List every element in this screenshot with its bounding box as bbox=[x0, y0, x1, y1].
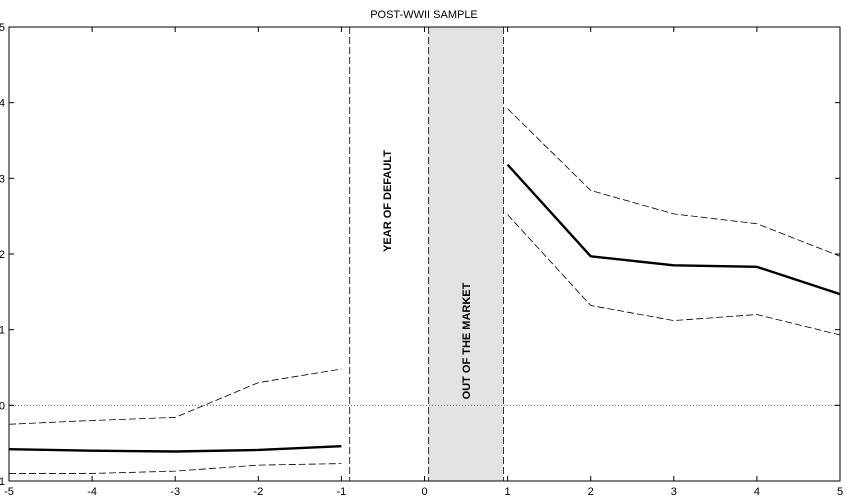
series-line-estimate bbox=[8, 444, 342, 453]
annotation-out-of-the-market: OUT OF THE MARKET bbox=[461, 282, 473, 399]
series-line-confidence-band bbox=[9, 463, 342, 474]
series-line-confidence-band bbox=[507, 108, 841, 257]
x-tick-label: 2 bbox=[588, 486, 594, 498]
x-tick-label: 0 bbox=[421, 486, 427, 498]
x-tick-label: 5 bbox=[837, 486, 843, 498]
x-tick-label: 3 bbox=[671, 486, 677, 498]
y-tick-label: 3 bbox=[0, 173, 5, 185]
chart-title: POST-WWII SAMPLE bbox=[370, 9, 478, 21]
y-tick-label: 1 bbox=[0, 325, 5, 337]
x-tick-label: -1 bbox=[337, 486, 347, 498]
x-tick-label: -5 bbox=[4, 486, 14, 498]
series-line-confidence-band bbox=[8, 368, 342, 425]
x-tick-label: -2 bbox=[253, 486, 263, 498]
series-line-confidence-band bbox=[507, 214, 841, 336]
y-tick-label: 5 bbox=[0, 22, 5, 34]
plot-area: -5 -4 -3 -2 -1 0 1 2 3 4 5 -1 0 1 2 3 4 5 YEAR OF DEFAULT O… bbox=[0, 22, 843, 498]
x-tick-label: 4 bbox=[754, 486, 760, 498]
x-tick-label: -3 bbox=[170, 486, 180, 498]
y-tick-label: 4 bbox=[0, 98, 5, 110]
x-tick-label: 1 bbox=[505, 486, 511, 498]
y-tick-label: 0 bbox=[0, 400, 5, 412]
shaded-region-out-of-market bbox=[428, 27, 504, 481]
annotation-year-of-default: YEAR OF DEFAULT bbox=[382, 150, 394, 252]
x-tick-label: -4 bbox=[87, 486, 97, 498]
series-line-estimate bbox=[506, 163, 841, 296]
y-tick-label: -1 bbox=[0, 476, 5, 488]
y-tick-label: 2 bbox=[0, 249, 5, 261]
